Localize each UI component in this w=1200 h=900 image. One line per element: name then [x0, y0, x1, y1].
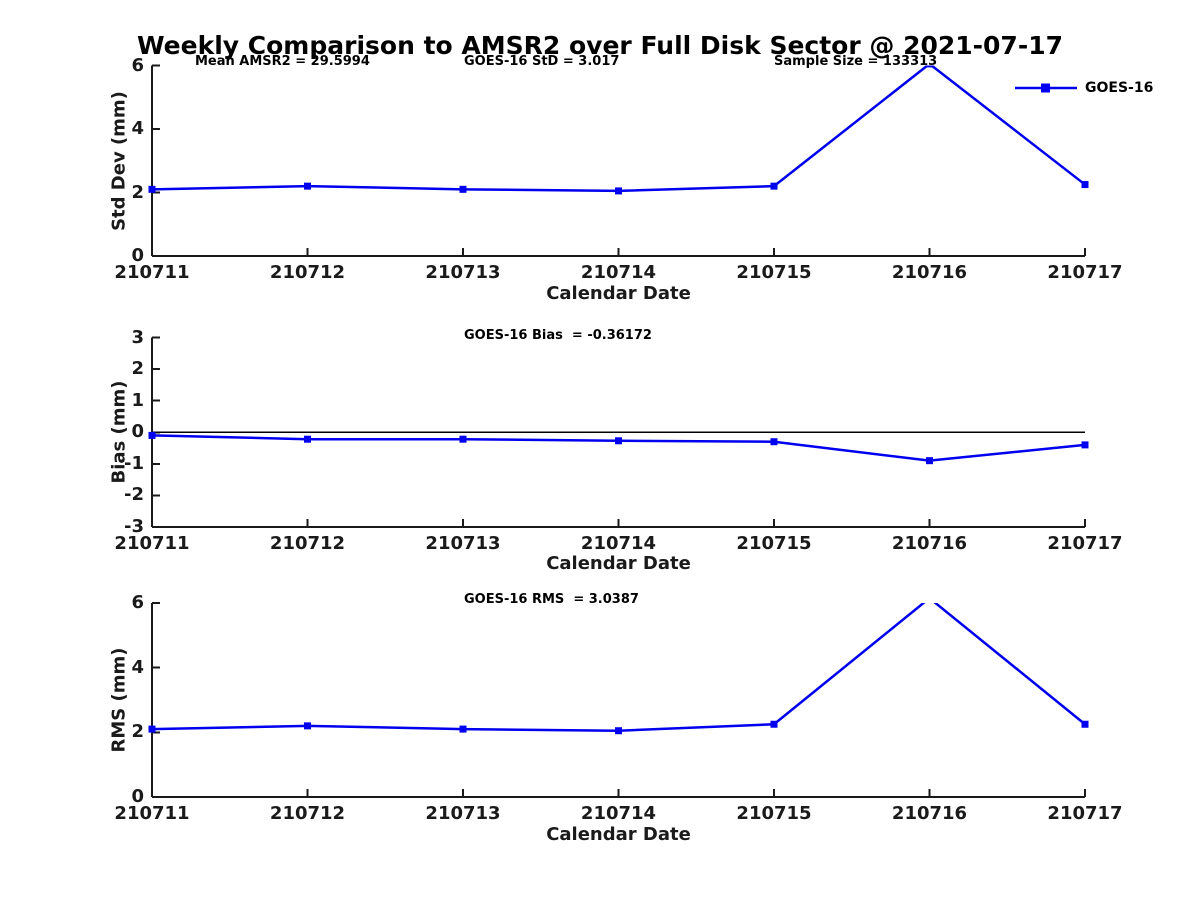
bias-data-point-marker	[148, 431, 156, 439]
bias-y-tick-label: 3	[131, 326, 144, 348]
stddev-x-tick-label: 210711	[114, 262, 190, 283]
bias-x-tick-label: 210717	[1047, 533, 1123, 554]
stddev-x-tick-label: 210712	[269, 262, 346, 283]
bias-x-tick-label: 210715	[736, 533, 812, 554]
sample-size-annotation: Sample Size = 133313	[774, 54, 938, 69]
rms-data-line	[151, 603, 1086, 732]
bias-x-tick-label: 210716	[891, 533, 968, 554]
rms-x-tick-label: 210713	[425, 803, 501, 824]
bias-data-point-marker	[926, 457, 933, 465]
legend-line-marker-icon	[1015, 83, 1077, 93]
rms-data-point-marker	[615, 727, 622, 735]
bias-y-tick-label: 0	[131, 421, 144, 443]
rms-x-tick-label: 210716	[891, 803, 968, 824]
rms-y-tick-label: 6	[131, 592, 144, 613]
bias-y-tick-label: 2	[131, 358, 144, 380]
bias-data-point-marker	[304, 435, 311, 443]
stddev-y-tick-label: 2	[131, 181, 144, 203]
stddev-x-tick-label: 210716	[891, 262, 968, 283]
rms-y-tick-label: 4	[131, 656, 144, 678]
rms-x-tick-label: 210714	[580, 803, 657, 824]
bias-x-tick-label: 210714	[580, 533, 657, 554]
stddev-y-axis-label: Std Dev (mm)	[108, 91, 130, 231]
rms-y-tick-label: 0	[131, 786, 144, 807]
bias-x-tick-label: 210712	[269, 533, 346, 554]
rms-data-point-marker	[926, 595, 933, 602]
goes16-rms-annotation: GOES-16 RMS = 3.0387	[464, 592, 639, 607]
stddev-data-point-marker	[304, 182, 311, 190]
goes16-bias-annotation: GOES-16 Bias = -0.36172	[464, 328, 652, 343]
bias-data-point-marker	[1081, 441, 1089, 449]
stddev-x-axis-label: Calendar Date	[546, 283, 691, 304]
stddev-data-point-marker	[459, 185, 467, 193]
bias-y-tick-label: -2	[124, 484, 144, 506]
stddev-x-tick-label: 210714	[580, 262, 657, 283]
stddev-data-point-marker	[148, 185, 156, 193]
rms-data-point-marker	[770, 720, 778, 728]
stddev-x-tick-label: 210715	[736, 262, 812, 283]
stddev-data-point-marker	[770, 182, 778, 190]
bias-x-axis-label: Calendar Date	[546, 553, 691, 574]
bias-y-tick-label: 1	[131, 389, 144, 411]
bias-x-tick-label: 210711	[114, 533, 190, 554]
stddev-y-tick-label: 6	[131, 54, 144, 76]
stddev-x-tick-label: 210717	[1047, 262, 1123, 283]
rms-data-point-marker	[1081, 720, 1089, 728]
stddev-y-tick-label: 4	[131, 118, 144, 139]
bias-x-tick-label: 210713	[425, 533, 501, 554]
rms-x-axis-label: Calendar Date	[546, 824, 691, 845]
rms-x-tick-label: 210712	[269, 803, 346, 824]
bias-data-point-marker	[615, 437, 622, 445]
bias-data-point-marker	[459, 435, 467, 443]
stddev-y-tick-label: 0	[131, 245, 144, 266]
stddev-data-line	[151, 65, 1086, 193]
rms-x-tick-label: 210715	[736, 803, 812, 824]
bias-data-point-marker	[770, 438, 778, 446]
stddev-data-point-marker	[926, 65, 933, 68]
legend-label: GOES-16	[1085, 80, 1154, 96]
goes16-std-annotation: GOES-16 StD = 3.017	[464, 54, 620, 69]
bias-y-tick-label: -1	[124, 452, 144, 474]
mean-amsr2-annotation: Mean AMSR2 = 29.5994	[195, 54, 370, 69]
bias-y-tick-label: -3	[124, 516, 144, 537]
legend: GOES-16	[1014, 79, 1153, 97]
rms-y-axis-label: RMS (mm)	[108, 647, 130, 753]
figure-title: Weekly Comparison to AMSR2 over Full Dis…	[136, 31, 1063, 60]
rms-x-tick-label: 210717	[1047, 803, 1123, 824]
stddev-x-tick-label: 210713	[425, 262, 501, 283]
rms-data-point-marker	[148, 725, 156, 733]
bias-y-axis-label: Bias (mm)	[108, 380, 130, 484]
stddev-data-point-marker	[615, 187, 622, 195]
rms-y-tick-label: 2	[131, 721, 144, 743]
rms-data-point-marker	[459, 725, 467, 733]
rms-data-point-marker	[304, 722, 311, 730]
stddev-data-point-marker	[1081, 181, 1089, 189]
rms-x-tick-label: 210711	[114, 803, 190, 824]
